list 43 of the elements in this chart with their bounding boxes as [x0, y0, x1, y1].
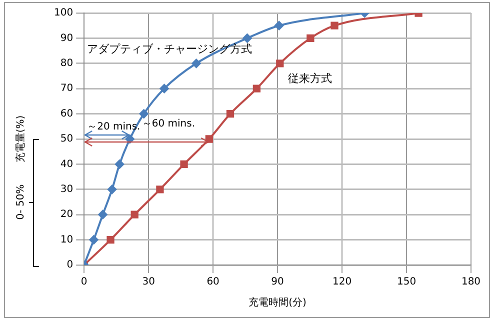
point: [242, 34, 252, 43]
x-tick-label: 150: [396, 276, 416, 288]
x-tick-label: 180: [461, 276, 481, 288]
point: [274, 21, 284, 30]
point: [156, 186, 164, 194]
x-tick-label: 0: [80, 276, 88, 288]
y-tick-label: 70: [60, 83, 74, 94]
y-tick-label: 100: [54, 8, 74, 19]
point: [108, 184, 117, 194]
x-tick-label: 30: [142, 276, 155, 288]
point: [130, 210, 138, 218]
point: [106, 236, 114, 244]
y-tick-label: 80: [60, 58, 74, 69]
y-tick-label: 20: [60, 209, 74, 220]
y-tick-label: 60: [60, 108, 74, 120]
point: [252, 84, 261, 92]
text: 0- 50%: [16, 184, 27, 220]
y-tick-label: 30: [60, 184, 74, 195]
x-tick-label: 120: [332, 276, 352, 288]
annotation: ～60 mins.: [142, 118, 196, 130]
series-label: 従来方式: [288, 72, 332, 85]
y-tick-label: 10: [60, 234, 74, 246]
point: [226, 110, 234, 118]
point: [115, 160, 124, 169]
x-tick-label: 90: [271, 276, 284, 288]
y-tick-label: 40: [60, 158, 74, 170]
x-tick-label: 60: [206, 276, 220, 288]
y-tick-label: 50: [60, 134, 74, 145]
x-axis-title: 充電時間(分): [248, 296, 307, 309]
y-axis-title: 充電量(%): [14, 115, 27, 163]
point: [98, 210, 108, 220]
point: [139, 109, 148, 118]
point: [192, 58, 201, 68]
point: [180, 160, 188, 168]
y-tick-label: 0: [66, 260, 74, 271]
point: [306, 34, 314, 42]
point: [160, 84, 169, 94]
point: [330, 22, 338, 30]
point: [205, 135, 214, 143]
y-tick-label: 90: [60, 32, 74, 44]
point: [276, 60, 284, 68]
point: [89, 235, 98, 244]
point: [125, 134, 134, 144]
